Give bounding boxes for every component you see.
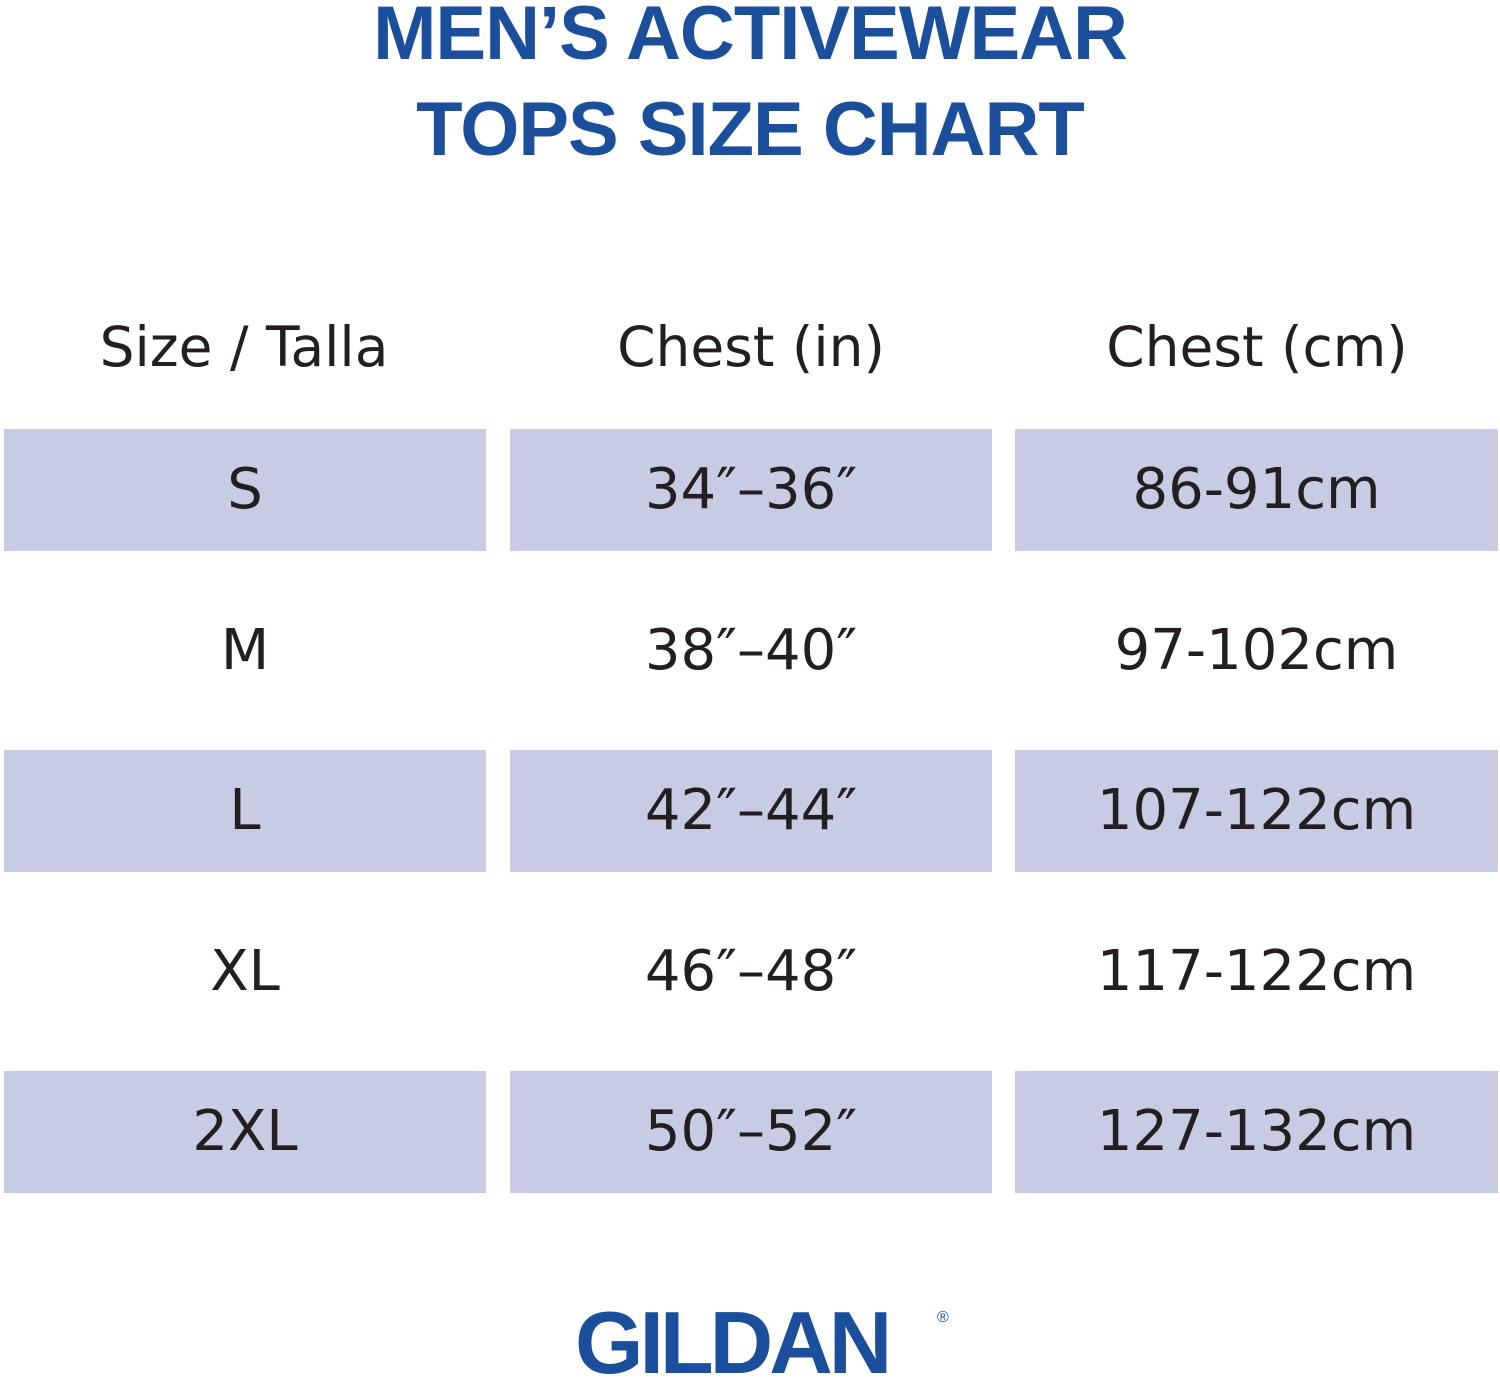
table-row: S 34″–36″ 86-91cm: [0, 429, 1500, 551]
chest-in-cell: 46″–48″: [644, 939, 858, 1004]
size-cell: S: [4, 429, 486, 551]
table-row: M 38″–40″ 97-102cm: [0, 590, 1500, 712]
chest-in-cell: 42″–44″: [510, 750, 992, 872]
size-cell: M: [220, 618, 270, 683]
chest-cm-cell: 117-122cm: [1096, 939, 1417, 1004]
column-header-chest-in: Chest (in): [617, 315, 885, 379]
chest-cm-cell: 127-132cm: [1015, 1071, 1498, 1193]
chest-in-cell: 34″–36″: [510, 429, 992, 551]
chest-in-cell: 38″–40″: [644, 618, 858, 683]
chest-cm-cell: 97-102cm: [1114, 618, 1399, 683]
page-title-line-2: TOPS SIZE CHART: [416, 87, 1085, 172]
size-cell: L: [4, 750, 486, 872]
gildan-logo: GILDAN ®: [575, 1298, 955, 1388]
column-header-size: Size / Talla: [99, 315, 389, 379]
size-cell: 2XL: [4, 1071, 486, 1193]
size-cell: XL: [210, 939, 280, 1004]
registered-trademark-icon: ®: [937, 1309, 949, 1326]
brand-name: GILDAN: [575, 1293, 892, 1392]
chest-in-cell: 50″–52″: [510, 1071, 992, 1193]
table-row: XL 46″–48″ 117-122cm: [0, 911, 1500, 1033]
chest-cm-cell: 107-122cm: [1015, 750, 1498, 872]
table-row: L 42″–44″ 107-122cm: [0, 750, 1500, 872]
column-header-chest-cm: Chest (cm): [1106, 315, 1408, 379]
chest-cm-cell: 86-91cm: [1015, 429, 1498, 551]
page-title-line-1: MEN’S ACTIVEWEAR: [373, 0, 1128, 76]
table-row: 2XL 50″–52″ 127-132cm: [0, 1071, 1500, 1193]
